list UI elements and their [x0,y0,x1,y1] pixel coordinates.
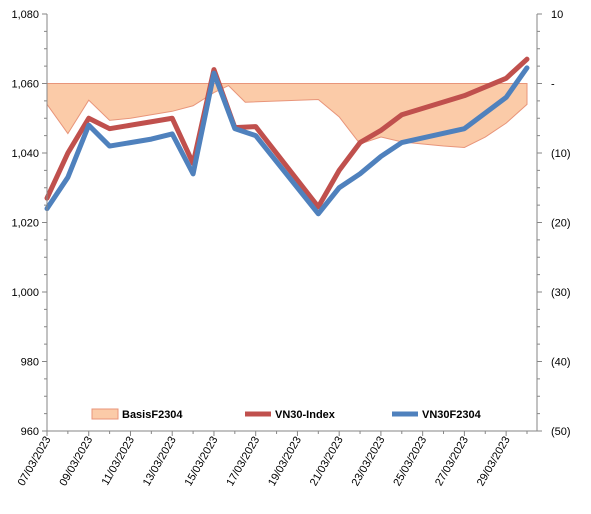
left-tick-label: 1,000 [11,287,39,299]
x-tick-label: 11/03/2023 [100,435,138,488]
left-tick-label: 960 [21,426,39,438]
area-layer [46,83,528,148]
line-layer [44,56,530,217]
left-tick-label: 980 [21,357,39,369]
x-tick-label: 13/03/2023 [141,435,179,489]
legend-swatch-basisf2304 [91,408,119,420]
x-tick-label: 21/03/2023 [308,435,346,489]
right-tick-label: (30) [551,287,571,299]
legend-layer: BasisF2304 VN30-Index VN30F2304 [91,408,482,421]
right-tick-label: (10) [551,148,571,160]
series-area-basisf2304 [46,83,528,148]
right-tick-label: (50) [551,426,571,438]
x-tick-label: 27/03/2023 [433,435,471,489]
right-tick-label: (20) [551,218,571,230]
left-tick-label: 1,040 [11,148,39,160]
left-tick-label: 1,060 [11,79,39,91]
x-tick-label: 09/03/2023 [57,435,95,489]
series-line-vn30-index [44,56,530,210]
right-tick-label: 10 [551,9,563,21]
right-tick-label: - [551,79,555,91]
left-tick-label: 1,020 [11,218,39,230]
legend-label-vn30f2304: VN30F2304 [422,409,482,421]
legend-label-vn30-index: VN30-Index [275,409,336,421]
x-tick-label: 17/03/2023 [224,435,262,489]
right-tick-label: (40) [551,357,571,369]
x-tick-label: 15/03/2023 [183,435,221,489]
x-tick-label: 07/03/2023 [16,435,54,489]
x-tick-label: 29/03/2023 [475,435,513,489]
x-tick-label: 25/03/2023 [391,435,429,489]
x-tick-label: 23/03/2023 [350,435,388,489]
series-line-vn30f2304 [44,65,530,217]
legend-label-basisf2304: BasisF2304 [122,409,183,421]
x-tick-label: 19/03/2023 [266,435,304,489]
left-tick-label: 1,080 [11,9,39,21]
